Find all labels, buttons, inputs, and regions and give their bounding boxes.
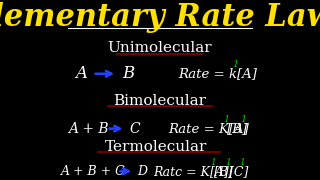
Text: [B]: [B]	[214, 165, 233, 178]
Text: C: C	[130, 122, 140, 136]
Text: 1: 1	[223, 114, 229, 123]
Text: Unimolecular: Unimolecular	[108, 41, 212, 55]
Text: 1: 1	[233, 60, 239, 69]
Text: A + B: A + B	[68, 122, 108, 136]
Text: 1: 1	[211, 158, 217, 167]
Text: Bimolecular: Bimolecular	[114, 94, 206, 108]
Text: Termolecular: Termolecular	[105, 140, 207, 154]
Text: A + B + C: A + B + C	[61, 165, 126, 178]
Text: [C]: [C]	[228, 165, 248, 178]
Text: Ratc = K[A]: Ratc = K[A]	[154, 165, 229, 178]
Text: D: D	[137, 165, 147, 178]
Text: 1: 1	[240, 158, 245, 167]
Text: A: A	[76, 65, 87, 82]
Text: Rate = K[A]: Rate = K[A]	[168, 122, 249, 135]
Text: B: B	[122, 65, 134, 82]
Text: 1: 1	[225, 158, 231, 167]
Text: Rate = k[A]: Rate = k[A]	[179, 67, 258, 80]
Text: Elementary Rate Laws: Elementary Rate Laws	[0, 3, 320, 33]
Text: [B]: [B]	[227, 122, 247, 135]
Text: 1: 1	[240, 114, 246, 123]
